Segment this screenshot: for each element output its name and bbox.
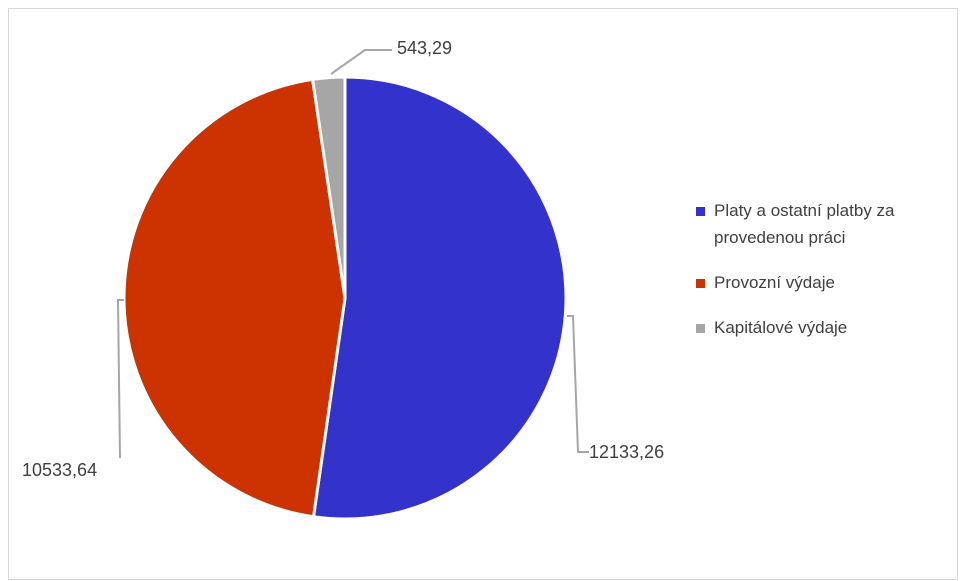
legend-swatch-platy [696, 207, 705, 216]
pie-slice-kapitalove [310, 75, 347, 299]
legend-item-kapitalove: Kapitálové výdaje [696, 314, 958, 341]
pie-slice-platy [311, 75, 568, 521]
legend-item-platy: Platy a ostatní platby za provedenou prá… [696, 197, 958, 251]
legend-label-kapitalove: Kapitálové výdaje [714, 318, 848, 337]
legend-swatch-provozni [696, 279, 705, 288]
pie-slice-provozni [122, 77, 347, 519]
legend-item-provozni: Provozní výdaje [696, 269, 958, 296]
legend-swatch-kapitalove [696, 324, 705, 333]
leader-line-platy [567, 315, 589, 453]
data-label-platy: 12133,26 [589, 442, 664, 462]
leader-lines [116, 49, 589, 459]
leader-line-kapitalove [330, 49, 392, 75]
legend-label-provozni: Provozní výdaje [714, 273, 835, 292]
pie-slices [122, 75, 568, 521]
legend: Platy a ostatní platby za provedenou prá… [696, 197, 958, 359]
data-label-provozni: 10533,64 [22, 460, 97, 480]
leader-line-provozni [116, 299, 124, 459]
data-labels: 12133,26 10533,64 543,29 [22, 38, 664, 480]
data-label-kapitalove: 543,29 [397, 38, 452, 58]
legend-label-platy: Platy a ostatní platby za provedenou prá… [714, 201, 895, 247]
